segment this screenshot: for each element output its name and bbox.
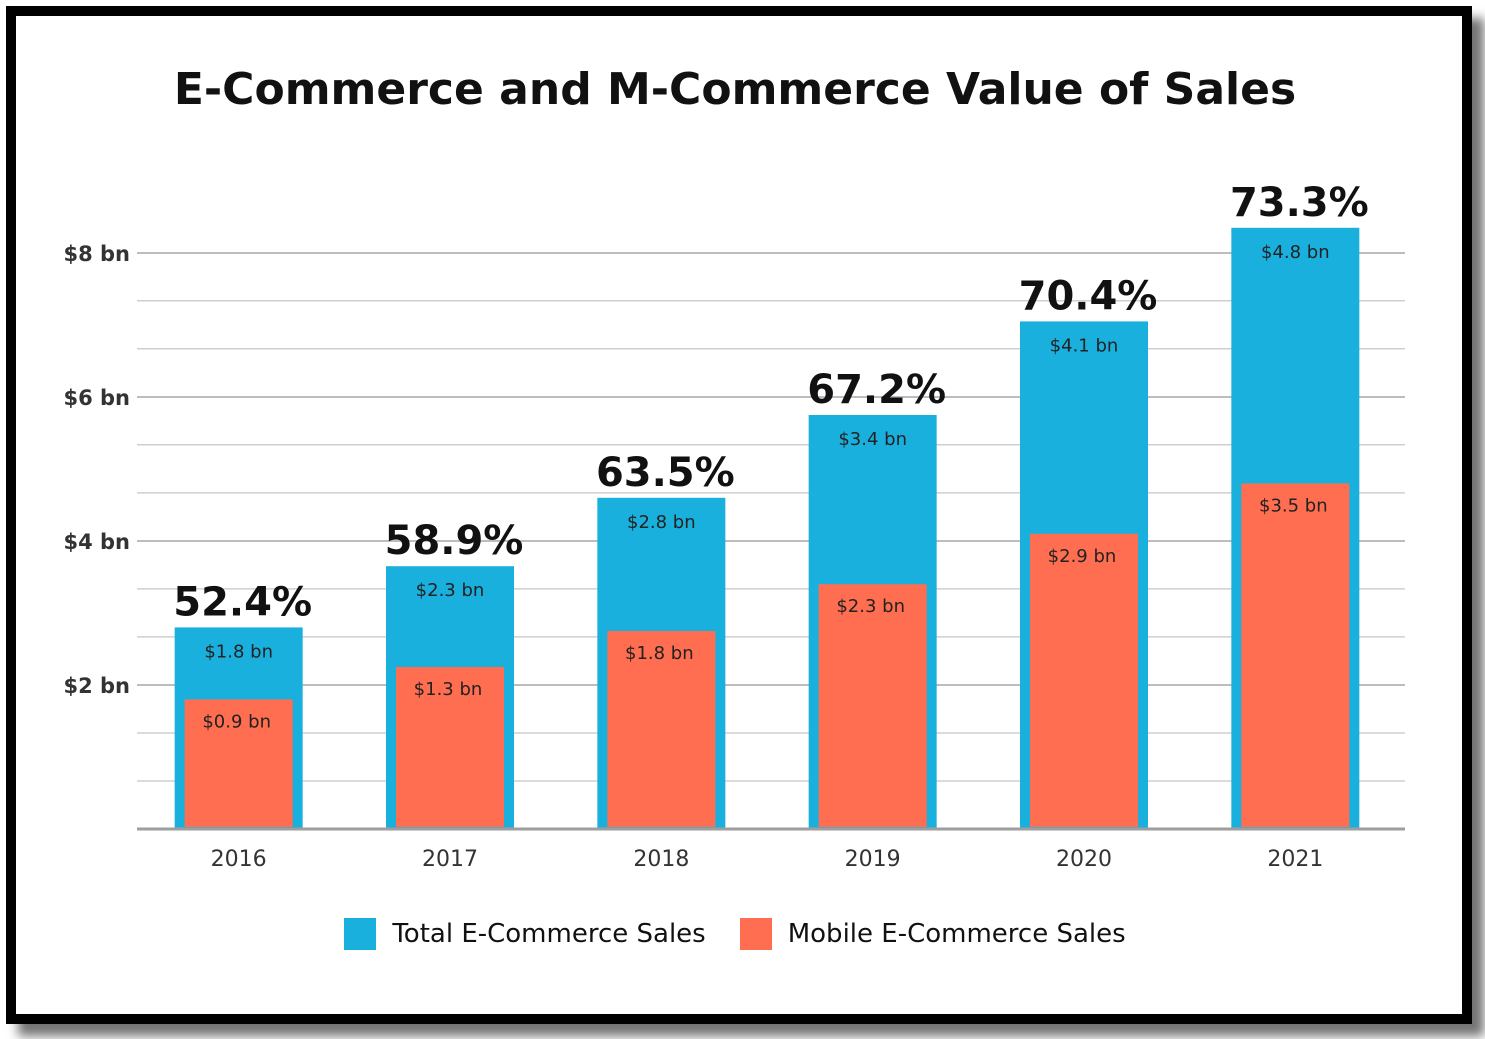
label-total-2019: $3.4 bn (838, 429, 907, 450)
label-total-2017: $2.3 bn (416, 580, 485, 601)
legend-item-mobile: Mobile E-Commerce Sales (739, 918, 1126, 950)
bar-mobile-2019 (818, 584, 927, 827)
label-total-2018: $2.8 bn (627, 512, 696, 533)
label-mobile-2021: $3.5 bn (1259, 495, 1328, 516)
bar-mobile-2016 (184, 699, 293, 827)
x-tick-label-2018: 2018 (633, 847, 689, 872)
legend-label-total: Total E-Commerce Sales (392, 919, 706, 949)
data-labels: $1.8 bn $0.9 bn 52.4% $2.3 bn $1.3 bn 58.9% $2… (173, 180, 1368, 733)
bar-mobile-2021 (1241, 483, 1350, 827)
label-total-2016: $1.8 bn (204, 641, 273, 662)
axes: $2 bn $4 bn $6 bn $8 bn 2016 2017 2018 2019 2020… (63, 242, 1405, 872)
percentage-2021: 73.3% (1230, 180, 1369, 226)
y-tick-label-0: $2 bn (63, 674, 130, 698)
bar-mobile-2018 (607, 631, 716, 827)
legend-item-total: Total E-Commerce Sales (344, 918, 706, 950)
legend-swatch-total (344, 918, 377, 950)
chart-frame (6, 6, 1472, 1024)
label-mobile-2018: $1.8 bn (625, 643, 694, 664)
y-tick-label-1: $4 bn (63, 530, 130, 554)
legend: Total E-Commerce Sales Mobile E-Commerce… (0, 918, 1470, 950)
label-mobile-2019: $2.3 bn (836, 596, 905, 617)
percentage-2020: 70.4% (1019, 273, 1158, 319)
label-mobile-2020: $2.9 bn (1048, 546, 1117, 567)
bars (174, 227, 1360, 830)
x-tick-label-2016: 2016 (211, 847, 267, 872)
chart-title: E-Commerce and M-Commerce Value of Sales (173, 64, 1297, 115)
x-tick-label-2019: 2019 (845, 847, 901, 872)
percentage-2016: 52.4% (173, 579, 312, 625)
gridlines (137, 251, 1405, 782)
x-tick-label-2020: 2020 (1056, 847, 1112, 872)
label-mobile-2016: $0.9 bn (202, 711, 271, 732)
label-total-2021: $4.8 bn (1261, 242, 1330, 263)
label-mobile-2017: $1.3 bn (414, 679, 483, 700)
percentage-2018: 63.5% (596, 450, 735, 496)
x-tick-label-2017: 2017 (422, 847, 478, 872)
percentage-2019: 67.2% (807, 367, 946, 413)
y-tick-label-2: $6 bn (63, 386, 130, 410)
x-tick-label-2021: 2021 (1267, 847, 1323, 872)
y-tick-label-3: $8 bn (63, 242, 130, 266)
bar-mobile-2017 (396, 667, 504, 827)
percentage-2017: 58.9% (385, 518, 524, 564)
legend-swatch-mobile (739, 918, 772, 950)
legend-label-mobile: Mobile E-Commerce Sales (787, 919, 1126, 949)
bar-mobile-2020 (1030, 533, 1138, 827)
label-total-2020: $4.1 bn (1050, 335, 1119, 356)
